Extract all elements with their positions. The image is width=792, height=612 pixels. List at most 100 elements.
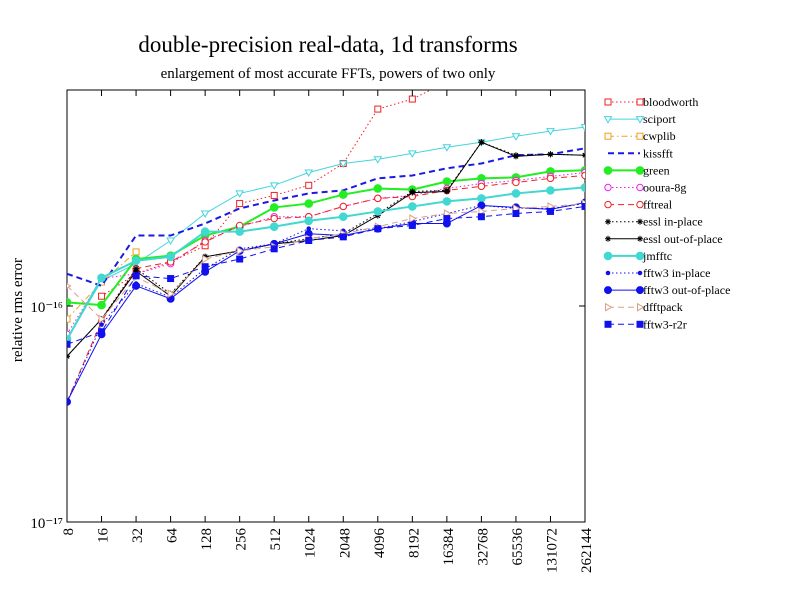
legend-label: sciport <box>643 112 676 126</box>
legend-label: green <box>643 163 670 177</box>
marker <box>442 197 452 206</box>
x-tick-label: 32 <box>130 528 146 543</box>
series-line <box>67 141 585 357</box>
marker <box>235 227 244 236</box>
marker <box>373 184 383 193</box>
marker <box>604 200 612 209</box>
marker <box>477 182 486 191</box>
y-axis-label: relative rms error <box>10 258 26 362</box>
marker <box>374 225 382 233</box>
marker <box>305 181 313 189</box>
marker <box>546 174 555 183</box>
x-tick-label: 128 <box>199 528 215 551</box>
marker <box>636 98 644 106</box>
legend-label: fftreal <box>643 198 673 212</box>
marker <box>547 151 554 158</box>
marker <box>636 320 644 328</box>
x-tick-label: 512 <box>268 528 284 551</box>
series-line <box>67 202 585 403</box>
marker <box>637 302 645 312</box>
marker <box>409 214 417 223</box>
x-tick-label: 64 <box>165 528 181 544</box>
marker <box>512 210 520 218</box>
plot-area <box>67 90 585 406</box>
legend-label: fftw3 out-of-place <box>643 283 730 297</box>
marker <box>409 189 416 196</box>
marker <box>408 202 417 211</box>
marker <box>442 177 452 186</box>
marker <box>635 251 645 261</box>
marker <box>442 144 452 152</box>
marker <box>167 289 176 299</box>
marker <box>636 286 644 295</box>
chart-title: double-precision real-data, 1d transform… <box>138 32 517 57</box>
x-tick-label: 32768 <box>475 528 491 566</box>
x-tick-label: 8192 <box>406 528 422 558</box>
series-line <box>67 205 585 345</box>
marker <box>603 166 613 175</box>
x-tick-label: 8 <box>61 528 77 536</box>
legend-label: jmfftc <box>642 249 672 263</box>
marker <box>201 263 209 271</box>
marker <box>477 194 486 203</box>
series-line <box>67 174 585 403</box>
marker <box>166 252 175 262</box>
marker <box>202 254 210 264</box>
marker <box>132 281 141 290</box>
marker <box>636 200 644 209</box>
marker <box>604 132 612 140</box>
marker <box>581 202 585 210</box>
legend-label: essl out-of-place <box>643 232 723 246</box>
marker <box>235 190 245 198</box>
marker <box>580 124 585 132</box>
legend-label: bloodworth <box>643 95 698 109</box>
marker <box>581 171 585 180</box>
marker <box>99 322 104 327</box>
marker <box>304 216 314 226</box>
marker <box>200 227 210 236</box>
marker <box>201 238 209 246</box>
x-tick-label: 4096 <box>372 528 388 559</box>
marker <box>636 132 644 140</box>
chart-subtitle: enlargement of most accurate FFTs, power… <box>161 66 496 82</box>
marker <box>98 314 107 324</box>
marker <box>478 207 486 216</box>
x-tick-label: 1024 <box>303 528 319 559</box>
x-tick-label: 65536 <box>510 528 526 566</box>
marker <box>132 272 140 280</box>
marker <box>236 200 244 208</box>
marker <box>443 188 450 195</box>
y-tick-label: 10⁻¹⁶ <box>30 300 63 316</box>
marker <box>637 218 643 225</box>
marker <box>408 221 416 229</box>
marker <box>304 199 314 208</box>
marker <box>374 105 382 113</box>
legend-label: fftw3 in-place <box>643 266 710 280</box>
marker <box>269 222 279 231</box>
series-line <box>67 169 585 307</box>
marker <box>98 292 106 300</box>
marker <box>636 183 644 192</box>
marker <box>236 255 244 263</box>
marker <box>338 160 348 168</box>
legend-label: dfftpack <box>643 300 683 314</box>
marker <box>269 182 279 190</box>
x-tick-label: 16 <box>96 528 112 544</box>
marker <box>304 169 314 177</box>
marker <box>131 256 141 266</box>
y-tick-label: 10⁻¹⁷ <box>30 516 63 532</box>
marker <box>546 186 555 195</box>
marker <box>132 248 140 256</box>
legend-label: ooura-8g <box>643 181 686 195</box>
marker <box>637 270 643 276</box>
marker <box>167 275 175 283</box>
marker <box>511 189 521 198</box>
marker <box>98 328 106 336</box>
legend-label: cwplib <box>643 129 676 143</box>
legend-label: essl in-place <box>643 215 703 229</box>
marker <box>512 153 519 160</box>
series-line <box>67 141 585 357</box>
marker <box>270 245 278 253</box>
